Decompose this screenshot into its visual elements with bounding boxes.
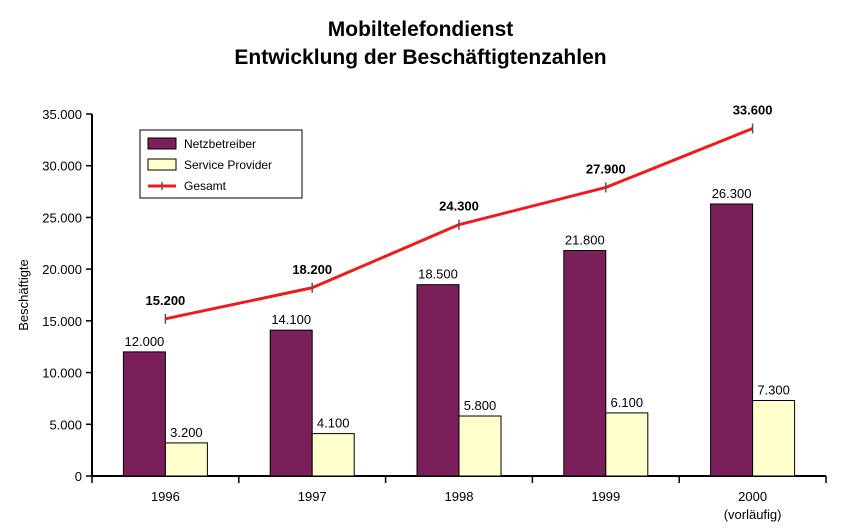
x-tick-label: 1997 <box>298 489 327 504</box>
bar-service-provider <box>311 433 355 477</box>
bar-service-provider <box>605 412 649 477</box>
legend-label: Netzbetreiber <box>184 137 256 151</box>
bar-netzbetreiber <box>563 250 607 477</box>
bar-netzbetreiber <box>122 351 166 477</box>
y-tick-label: 30.000 <box>42 159 82 174</box>
y-axis-label: Beschäftigte <box>16 259 31 331</box>
bar-data-label: 21.800 <box>565 233 605 248</box>
y-tick-label: 10.000 <box>42 366 82 381</box>
bar-data-label: 14.100 <box>271 312 311 327</box>
bar-data-label: 18.500 <box>418 267 458 282</box>
x-tick-label: 1999 <box>591 489 620 504</box>
bar-data-label: 12.000 <box>125 334 165 349</box>
y-tick-label: 35.000 <box>42 107 82 122</box>
line-data-label: 27.900 <box>586 161 626 176</box>
y-tick-label: 0 <box>75 469 82 484</box>
x-tick-label: 1998 <box>445 489 474 504</box>
y-tick-label: 20.000 <box>42 262 82 277</box>
legend-label: Gesamt <box>184 179 227 193</box>
y-tick-label: 15.000 <box>42 314 82 329</box>
bar-service-provider <box>164 442 208 477</box>
bar-netzbetreiber <box>269 329 313 477</box>
bar-service-provider <box>458 415 502 477</box>
legend-swatch-service-provider <box>147 158 177 171</box>
y-tick-label: 25.000 <box>42 210 82 225</box>
bar-service-provider <box>752 399 796 477</box>
bar-data-label: 3.200 <box>170 425 203 440</box>
x-tick-label: 1996 <box>151 489 180 504</box>
x-tick-note: (vorläufig) <box>724 507 782 522</box>
chart-title: Mobiltelefondienst <box>327 18 514 41</box>
bar-data-label: 7.300 <box>757 382 790 397</box>
line-data-label: 33.600 <box>733 102 773 117</box>
y-tick-label: 5.000 <box>49 417 82 432</box>
bar-data-label: 4.100 <box>317 416 350 431</box>
line-data-label: 18.200 <box>292 262 332 277</box>
legend-label: Service Provider <box>184 158 272 172</box>
line-data-label: 24.300 <box>439 199 479 214</box>
legend-swatch-netzbetreiber <box>147 137 177 150</box>
bar-data-label: 5.800 <box>464 398 497 413</box>
bar-data-label: 6.100 <box>611 395 644 410</box>
chart-subtitle: Entwicklung der Beschäftigtenzahlen <box>234 46 607 69</box>
line-data-label: 15.200 <box>146 293 186 308</box>
bar-data-label: 26.300 <box>712 186 752 201</box>
bar-netzbetreiber <box>416 284 460 477</box>
x-tick-label: 2000 <box>738 489 767 504</box>
bar-netzbetreiber <box>710 203 754 477</box>
